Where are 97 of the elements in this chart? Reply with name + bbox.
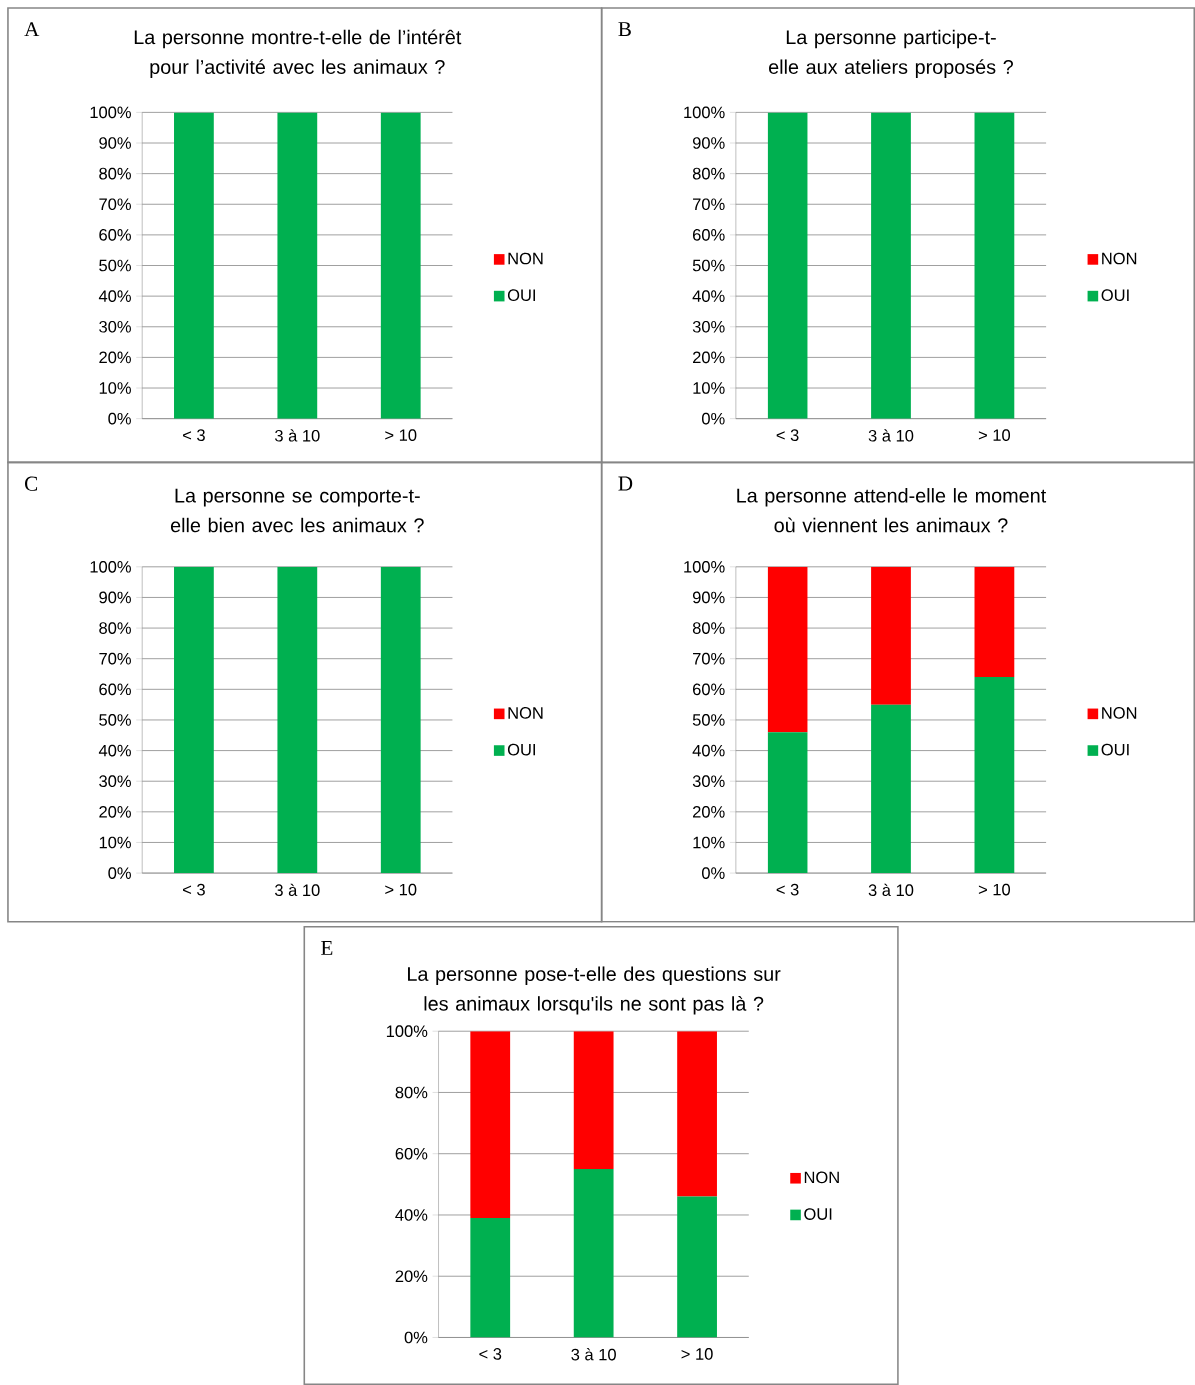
- y-tick-label: 30%: [692, 775, 725, 788]
- y-tick-label: 20%: [692, 806, 725, 818]
- y-tick-label: 40%: [98, 744, 131, 757]
- y-tick-label: 70%: [693, 198, 725, 211]
- x-tick-label: > 10: [385, 429, 417, 441]
- x-tick-label: 3 à 10: [868, 883, 914, 897]
- legend-label: NON: [1102, 707, 1137, 719]
- bar: [974, 566, 1015, 678]
- chart-title: La personne se comporte-t-elle bien avec les animaux ?: [170, 488, 424, 533]
- legend-label: OUI: [507, 743, 535, 756]
- y-tick-label: 80%: [692, 622, 725, 634]
- y-tick-label: 30%: [99, 320, 131, 333]
- legend-label: NON: [1102, 252, 1137, 265]
- bar: [871, 566, 911, 705]
- x-tick-label: < 3: [182, 883, 205, 896]
- y-tick-label: 10%: [99, 382, 131, 394]
- y-tick-label: 100%: [90, 106, 131, 119]
- x-tick-label: 3 à 10: [571, 1348, 616, 1361]
- y-tick-label: 80%: [99, 622, 131, 634]
- legend-label: NON: [508, 252, 543, 265]
- y-tick-label: 20%: [99, 806, 131, 818]
- text: C: [24, 476, 38, 491]
- bar: [767, 566, 808, 733]
- y-tick-label: 100%: [684, 106, 725, 119]
- y-tick-label: 10%: [99, 836, 131, 849]
- y-tick-label: 50%: [692, 714, 725, 726]
- y-tick-label: 60%: [692, 683, 725, 696]
- text: B: [618, 22, 631, 37]
- y-tick-label: 60%: [395, 1147, 428, 1160]
- x-tick-label: < 3: [182, 429, 205, 441]
- y-tick-label: 40%: [692, 744, 725, 757]
- legend-label: NON: [508, 707, 543, 719]
- bar: [677, 1031, 717, 1197]
- bar: [767, 732, 808, 874]
- y-tick-label: 70%: [99, 198, 131, 211]
- chart-title: La personne montre-t-elle de l’intérêt pour l’activité avec les animaux ?: [134, 29, 462, 78]
- y-tick-label: 0%: [108, 867, 131, 879]
- x-tick-label: < 3: [479, 1348, 502, 1360]
- y-tick-label: 50%: [99, 259, 131, 272]
- y-tick-label: 90%: [692, 591, 725, 604]
- bar: [470, 1218, 511, 1338]
- chart-title: La personne attend-elle le moment où viennent les animaux ?: [737, 488, 1047, 533]
- y-tick-label: 90%: [99, 137, 131, 149]
- y-tick-label: 100%: [386, 1025, 428, 1038]
- y-tick-label: 60%: [99, 229, 131, 241]
- y-tick-label: 80%: [395, 1086, 428, 1099]
- y-tick-label: 10%: [693, 836, 725, 849]
- y-tick-label: 90%: [99, 591, 131, 604]
- legend-label: NON: [804, 1171, 839, 1184]
- x-tick-label: 3 à 10: [274, 883, 320, 897]
- x-tick-label: < 3: [776, 429, 799, 441]
- y-tick-label: 0%: [701, 867, 725, 879]
- x-tick-label: < 3: [776, 883, 799, 896]
- x-tick-label: 3 à 10: [274, 429, 320, 442]
- text: A: [24, 22, 40, 37]
- y-tick-label: 20%: [99, 351, 131, 364]
- y-tick-label: 0%: [108, 412, 131, 425]
- y-tick-label: 40%: [395, 1209, 428, 1221]
- y-tick-label: 40%: [98, 290, 131, 302]
- x-tick-label: > 10: [978, 429, 1010, 441]
- bar: [974, 677, 1015, 874]
- y-tick-label: 0%: [404, 1331, 428, 1344]
- text: D: [618, 476, 633, 491]
- legend-label: OUI: [1101, 743, 1129, 756]
- legend-label: OUI: [507, 289, 535, 302]
- y-tick-label: 80%: [692, 167, 725, 180]
- bar: [677, 1196, 717, 1338]
- bar: [573, 1169, 614, 1338]
- y-tick-label: 60%: [692, 229, 725, 241]
- chart-title: La personne participe-t-elle aux ateliers proposés ?: [769, 29, 1013, 78]
- y-tick-label: 80%: [99, 167, 131, 180]
- chart-title: La personne pose-t-elle des questions sur les animaux lorsqu'ils ne sont pas là ?: [408, 966, 781, 1015]
- y-tick-label: 50%: [99, 714, 131, 726]
- y-tick-label: 70%: [99, 652, 131, 665]
- x-tick-label: > 10: [681, 1348, 713, 1360]
- bar: [871, 704, 911, 874]
- x-tick-label: > 10: [978, 883, 1010, 896]
- legend-label: OUI: [1101, 289, 1129, 302]
- legend-label: OUI: [804, 1208, 832, 1220]
- x-tick-label: > 10: [385, 883, 417, 896]
- y-tick-label: 40%: [692, 290, 725, 302]
- y-tick-label: 70%: [693, 652, 725, 665]
- y-tick-label: 20%: [395, 1270, 428, 1283]
- y-tick-label: 0%: [701, 412, 725, 425]
- y-tick-label: 60%: [99, 683, 131, 696]
- y-tick-label: 90%: [692, 137, 725, 149]
- text: E: [321, 940, 333, 955]
- y-tick-label: 50%: [692, 259, 725, 272]
- bar: [573, 1031, 614, 1170]
- y-tick-label: 10%: [693, 382, 725, 394]
- y-tick-label: 20%: [692, 351, 725, 364]
- x-tick-label: 3 à 10: [868, 429, 914, 442]
- bar: [470, 1031, 511, 1219]
- y-tick-label: 100%: [90, 560, 131, 573]
- y-tick-label: 30%: [99, 775, 131, 788]
- y-tick-label: 100%: [684, 560, 725, 573]
- y-tick-label: 30%: [692, 320, 725, 333]
